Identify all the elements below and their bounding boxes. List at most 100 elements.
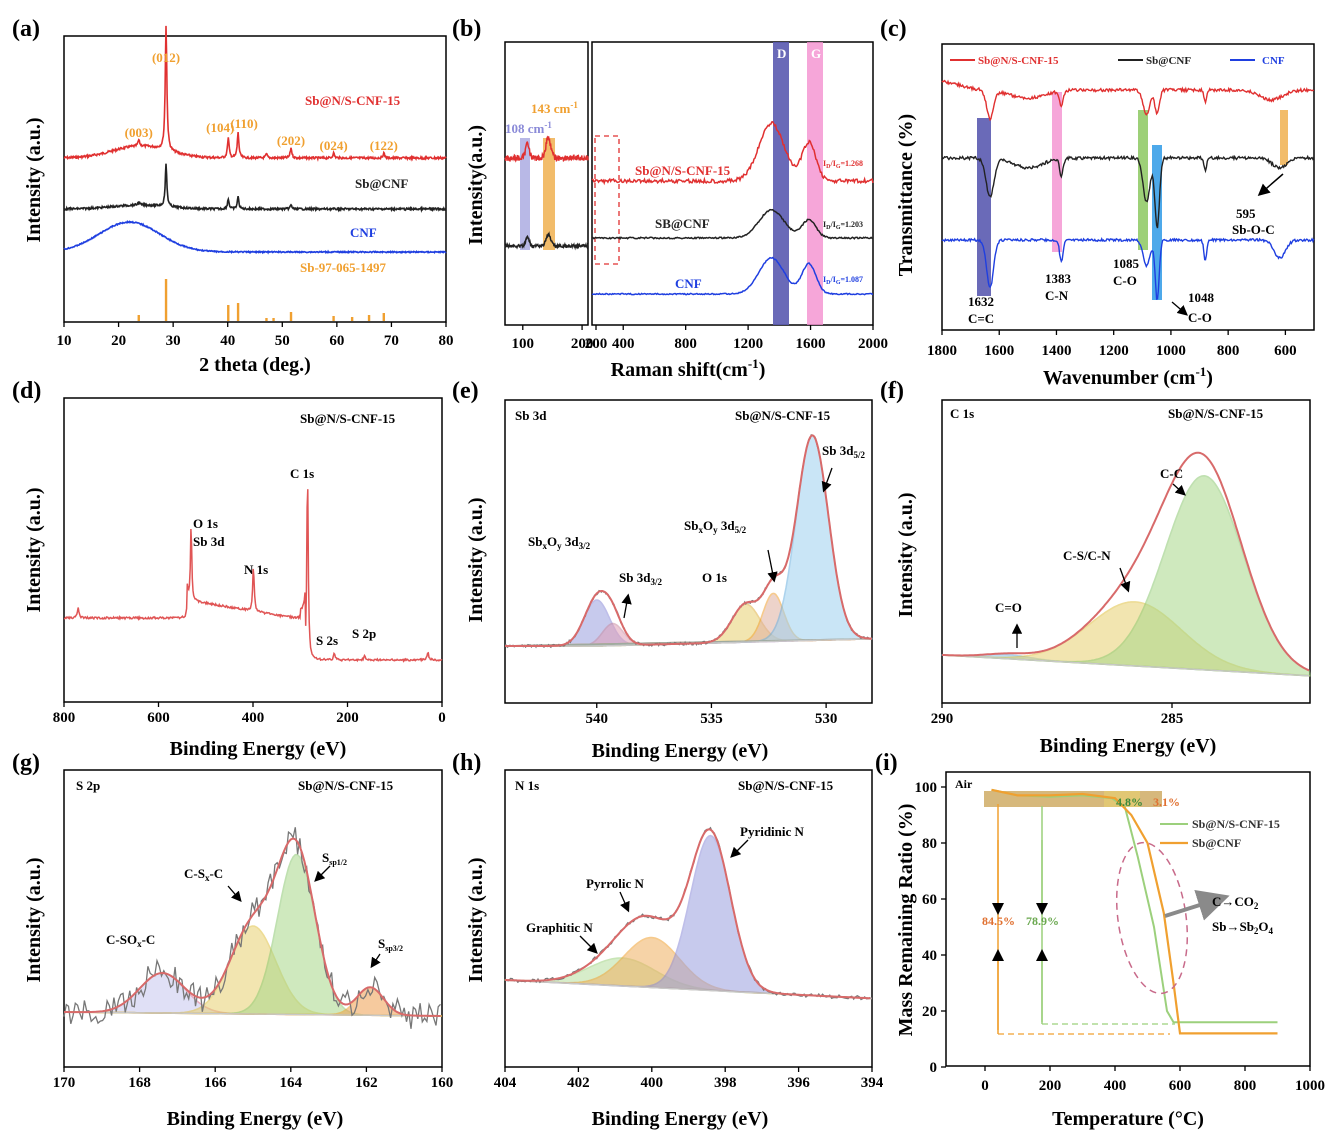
peak-label: (012) — [152, 50, 180, 65]
line-series — [591, 121, 874, 186]
reaction-label: Sb→Sb2O4 — [1212, 919, 1274, 936]
peak-labels: (012) (003) (104)(110) (202) (024) (122) — [125, 50, 398, 153]
band-label-143: 143 cm-1 — [531, 100, 578, 116]
band-1383 — [1052, 92, 1062, 252]
xrd-series-sb-ns-cnf — [63, 25, 447, 162]
peak-label: N 1s — [244, 562, 268, 577]
tick-label: 800 — [1217, 343, 1240, 359]
y-axis-label: Intensity (a.u.) — [23, 487, 45, 612]
legend-label: Sb@N/S-CNF-15 — [1192, 817, 1280, 831]
band-595 — [1280, 110, 1288, 165]
peak-label: C-C — [1160, 466, 1183, 481]
peak-label: (024) — [319, 138, 347, 153]
annotation: 84.5% — [982, 914, 1015, 928]
tick-label: 600 — [1169, 1078, 1192, 1094]
line-series — [941, 236, 1315, 301]
tick-label: 394 — [861, 1075, 884, 1091]
band-108 — [520, 138, 530, 250]
tick-label: 535 — [700, 711, 723, 727]
x-axis-label: Binding Energy (eV) — [592, 740, 769, 762]
panel-d: (d) Sb@N/S-CNF-15 O 1s Sb 3d N 1s C 1s S… — [12, 378, 446, 760]
plot-frame-right — [591, 41, 874, 326]
tick-label: 400 — [612, 336, 635, 352]
arrow — [1164, 889, 1230, 921]
tick-label: 50 — [275, 333, 290, 349]
sample-label: Sb@N/S-CNF-15 — [1168, 406, 1264, 421]
plot-frame — [945, 771, 1311, 1067]
peak-label: C-S/C-N — [1063, 548, 1111, 563]
panel-c: (c) Sb@N/S-CNF-15 Sb@CNF CNF 1632 C=C 13… — [880, 16, 1315, 389]
tick-label: 200 — [336, 710, 359, 726]
panel-label-c: (c) — [880, 16, 907, 42]
peak-label: Ssp1/2 — [322, 850, 347, 867]
reference-lines — [137, 279, 385, 321]
line-series — [504, 231, 589, 251]
tick-label: 170 — [53, 1075, 76, 1091]
x-axis-label: Temperature (°C) — [1052, 1108, 1204, 1130]
band-1632 — [977, 118, 991, 296]
y-axis-label: Intensity (a.u.) — [23, 117, 45, 242]
tick-label: 402 — [567, 1075, 590, 1091]
line-series — [63, 827, 441, 1029]
plot-frame — [63, 35, 447, 323]
sample-label: Sb@N/S-CNF-15 — [735, 408, 831, 423]
series-label: Sb@CNF — [355, 176, 408, 191]
x-axis-ticks: 170 168 166 164 162 160 — [53, 1067, 454, 1091]
x-axis-label: Raman shift(cm-1) — [611, 356, 766, 381]
peak-label: SbxOy 3d3/2 — [528, 534, 591, 551]
arrow — [821, 467, 833, 493]
x-axis-ticks: 10 20 30 40 50 60 70 80 — [57, 322, 454, 349]
tick-label: 160 — [431, 1075, 454, 1091]
x-axis-ticks: 540 535 530 — [586, 703, 837, 727]
arrow — [227, 885, 242, 902]
peak-label: O 1s — [193, 516, 218, 531]
tick-label: 0 — [438, 710, 446, 726]
band-label-d: D — [777, 46, 786, 61]
peak-label: Ssp3/2 — [378, 936, 403, 953]
tick-label: 164 — [280, 1075, 303, 1091]
band-value: 1085 — [1113, 256, 1140, 271]
arrow — [619, 891, 630, 913]
peak-label: Graphitic N — [526, 920, 593, 935]
tick-label: 600 — [1274, 343, 1297, 359]
arrow — [579, 935, 598, 954]
tick-label: 60 — [922, 892, 937, 908]
peak-label: C-Sx-C — [184, 866, 223, 883]
arrow — [1172, 483, 1186, 496]
tick-label: 40 — [922, 948, 937, 964]
series-label: CNF — [350, 225, 377, 240]
panel-e: (e) Sb 3d Sb@N/S-CNF-15 SbxOy 3d3/2 Sb 3… — [452, 378, 873, 762]
line-series — [991, 788, 1278, 1035]
legend-label: CNF — [1262, 55, 1285, 67]
plot-frame — [941, 399, 1311, 704]
peak-label: (122) — [370, 138, 398, 153]
plot-frame — [941, 43, 1315, 331]
tick-label: 290 — [931, 711, 954, 727]
tick-label: 404 — [494, 1075, 517, 1091]
tick-label: 400 — [641, 1075, 664, 1091]
ratio-label: ID/IG=1.203 — [823, 220, 863, 231]
line-series — [63, 219, 447, 255]
dashed-box — [594, 135, 620, 265]
tick-label: 1000 — [1295, 1078, 1325, 1094]
tick-label: 40 — [220, 333, 235, 349]
region-label: Sb 3d — [515, 408, 547, 423]
line-series — [64, 837, 441, 1017]
tick-label: 1600 — [796, 336, 826, 352]
panel-label-f: (f) — [880, 378, 904, 404]
peak-label: SbxOy 3d5/2 — [684, 518, 747, 535]
panel-f: (f) C 1s Sb@N/S-CNF-15 C=O C-S/C-N C-C 2… — [880, 378, 1311, 757]
panel-label-g: (g) — [12, 750, 40, 776]
tick-label: 2000 — [858, 336, 888, 352]
tick-label: 200 — [571, 336, 594, 352]
tick-label: 70 — [384, 333, 399, 349]
arrow — [1257, 173, 1284, 196]
line-series — [504, 828, 871, 1000]
panel-label-h: (h) — [452, 750, 481, 776]
annotation: 4.8% — [1116, 795, 1143, 809]
tick-label: 10 — [57, 333, 72, 349]
tick-label: 540 — [586, 711, 609, 727]
y-axis-label: Transmittance (%) — [895, 114, 917, 276]
annotation: 78.9% — [1026, 914, 1059, 928]
band-value: 1048 — [1188, 290, 1215, 305]
